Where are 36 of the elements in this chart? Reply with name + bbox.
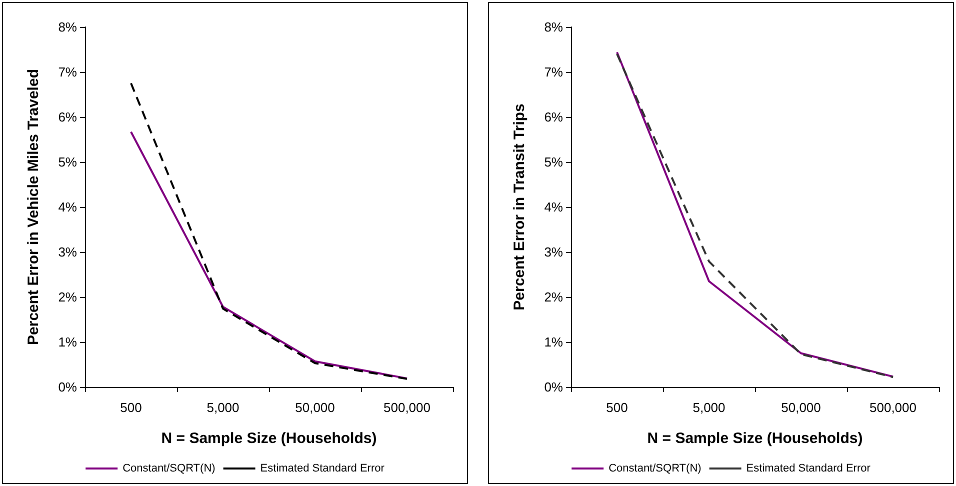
y-tick-label: 4% (544, 200, 564, 214)
y-tick-label: 8% (544, 20, 564, 34)
x-tick-label: 5,000 (692, 400, 726, 415)
line-series (130, 82, 408, 380)
legend-label: Constant/SQRT(N) (122, 462, 216, 474)
y-tick-label: 6% (544, 110, 564, 124)
y-tick-label: 0% (544, 380, 564, 394)
y-tick-label: 5% (544, 154, 564, 170)
legend-label: Constant/SQRT(N) (608, 462, 702, 474)
legend-label: Estimated Standard Error (260, 462, 385, 474)
y-tick-label: 3% (58, 244, 78, 260)
legend-label: Estimated Standard Error (746, 462, 871, 474)
y-axis-title: Percent Error in Vehicle Miles Traveled (25, 69, 42, 345)
y-tick-label: 7% (544, 64, 564, 80)
line-series (130, 130, 408, 380)
y-tick-label: 2% (58, 290, 78, 304)
x-tick-label: 500 (120, 400, 142, 415)
x-tick-label: 5,000 (206, 400, 240, 415)
x-tick-label: 50,000 (295, 400, 335, 415)
y-tick-label: 5% (58, 154, 78, 170)
y-axis-title: Percent Error in Transit Trips (511, 104, 528, 310)
y-tick-label: 7% (58, 64, 78, 80)
y-tick-label: 0% (58, 380, 78, 394)
y-tick-label: 4% (58, 200, 78, 214)
x-tick-label: 500 (606, 400, 628, 415)
x-tick-label: 500,000 (870, 400, 916, 415)
x-axis-title: N = Sample Size (Households) (161, 430, 377, 447)
y-tick-label: 2% (544, 290, 564, 304)
y-tick-label: 1% (544, 334, 564, 350)
y-tick-label: 1% (58, 334, 78, 350)
x-axis-title: N = Sample Size (Households) (647, 430, 863, 447)
x-tick-label: 500,000 (384, 400, 430, 415)
y-tick-label: 8% (58, 20, 78, 34)
y-tick-label: 3% (544, 244, 564, 260)
y-tick-label: 6% (58, 110, 78, 124)
x-tick-label: 50,000 (781, 400, 821, 415)
